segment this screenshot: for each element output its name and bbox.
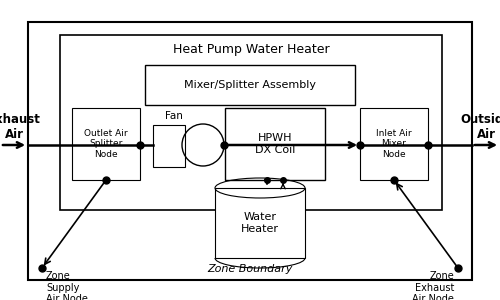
- Bar: [72, 108, 140, 180]
- Text: Fan: Fan: [165, 111, 183, 121]
- Bar: [60, 35, 442, 210]
- Text: Inlet Air
Mixer
Node: Inlet Air Mixer Node: [376, 129, 412, 159]
- Bar: [145, 65, 355, 105]
- Text: Outlet Air
Splitter
Node: Outlet Air Splitter Node: [84, 129, 128, 159]
- Text: Heat Pump Water Heater: Heat Pump Water Heater: [172, 43, 330, 56]
- Text: Mixer/Splitter Assembly: Mixer/Splitter Assembly: [184, 80, 316, 90]
- Text: Water
Heater: Water Heater: [241, 212, 279, 234]
- Text: Zone
Supply
Air Node: Zone Supply Air Node: [46, 271, 88, 300]
- Bar: [28, 22, 472, 280]
- Bar: [225, 108, 325, 180]
- Text: Exhaust
Air: Exhaust Air: [0, 113, 40, 141]
- Bar: [153, 125, 185, 167]
- Text: Zone
Exhaust
Air Node: Zone Exhaust Air Node: [412, 271, 454, 300]
- Text: Outside
Air: Outside Air: [460, 113, 500, 141]
- Text: Zone Boundary: Zone Boundary: [208, 264, 292, 274]
- Text: HPWH
DX Coil: HPWH DX Coil: [255, 133, 295, 155]
- Bar: [360, 108, 428, 180]
- Bar: [215, 188, 305, 258]
